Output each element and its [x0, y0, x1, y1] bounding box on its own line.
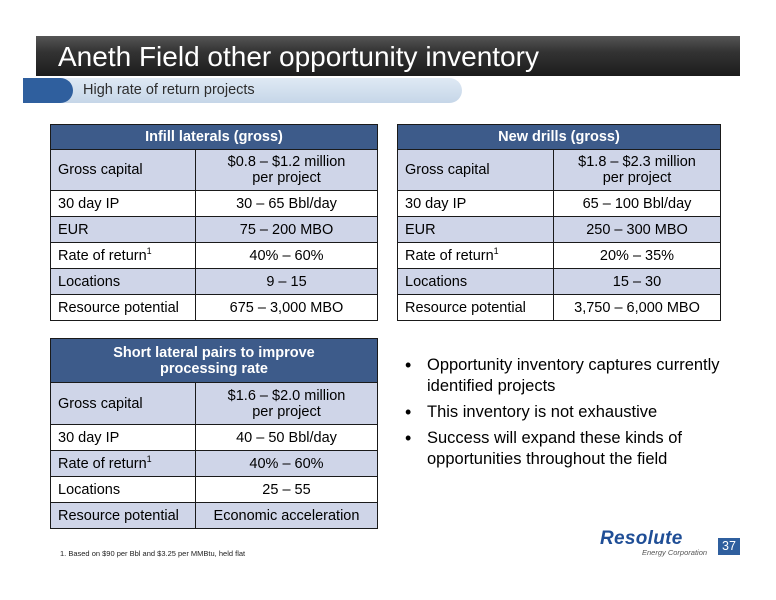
footnote: 1. Based on $90 per Bbl and $3.25 per MM… [60, 549, 246, 558]
row-label: Locations [397, 268, 554, 295]
row-label: 30 day IP [50, 424, 196, 451]
table-heading: New drills (gross) [397, 124, 721, 150]
row-label: Resource potential [50, 294, 196, 321]
row-label: Gross capital [50, 149, 196, 191]
subtitle-accent [23, 78, 73, 103]
logo-tagline: Energy Corporation [642, 548, 708, 557]
row-label: 30 day IP [50, 190, 196, 217]
bullet-list: Opportunity inventory captures currently… [405, 355, 725, 475]
bullet-item: Opportunity inventory captures currently… [405, 355, 725, 397]
bullet-item: Success will expand these kinds of oppor… [405, 428, 725, 470]
row-value: 20% – 35% [553, 242, 721, 269]
row-value: 675 – 3,000 MBO [195, 294, 378, 321]
row-value: Economic acceleration [195, 502, 378, 529]
page-subtitle: High rate of return projects [83, 82, 255, 98]
table-heading: Infill laterals (gross) [50, 124, 378, 150]
row-value: 30 – 65 Bbl/day [195, 190, 378, 217]
row-label: 30 day IP [397, 190, 554, 217]
infill-laterals-table: Infill laterals (gross) Gross capital $0… [50, 124, 378, 321]
row-value: 9 – 15 [195, 268, 378, 295]
bullet-item: This inventory is not exhaustive [405, 402, 725, 423]
row-value: $0.8 – $1.2 million per project [195, 149, 378, 191]
row-label: Resource potential [50, 502, 196, 529]
row-value: 40% – 60% [195, 450, 378, 477]
short-lateral-table: Short lateral pairs to improve processing… [50, 338, 378, 529]
row-label: Rate of return1 [397, 242, 554, 269]
row-label: Locations [50, 476, 196, 503]
row-value: 25 – 55 [195, 476, 378, 503]
row-value: 250 – 300 MBO [553, 216, 721, 243]
row-value: 15 – 30 [553, 268, 721, 295]
page-title: Aneth Field other opportunity inventory [58, 41, 539, 72]
company-logo: Resolute Energy Corporation [600, 528, 718, 558]
title-bar: Aneth Field other opportunity inventory [36, 36, 740, 76]
row-label: Rate of return1 [50, 450, 196, 477]
row-value: 40% – 60% [195, 242, 378, 269]
row-value: $1.8 – $2.3 million per project [553, 149, 721, 191]
subtitle-band: High rate of return projects [23, 78, 462, 103]
row-value: 75 – 200 MBO [195, 216, 378, 243]
page-number: 37 [718, 538, 740, 555]
row-value: 65 – 100 Bbl/day [553, 190, 721, 217]
row-label: EUR [50, 216, 196, 243]
new-drills-table: New drills (gross) Gross capital $1.8 – … [397, 124, 721, 321]
row-label: Gross capital [397, 149, 554, 191]
table-heading: Short lateral pairs to improve processing… [50, 338, 378, 383]
row-label: Locations [50, 268, 196, 295]
row-label: EUR [397, 216, 554, 243]
row-label: Rate of return1 [50, 242, 196, 269]
row-value: 40 – 50 Bbl/day [195, 424, 378, 451]
row-label: Gross capital [50, 382, 196, 425]
row-label: Resource potential [397, 294, 554, 321]
logo-wordmark: Resolute [600, 528, 683, 549]
row-value: $1.6 – $2.0 million per project [195, 382, 378, 425]
row-value: 3,750 – 6,000 MBO [553, 294, 721, 321]
